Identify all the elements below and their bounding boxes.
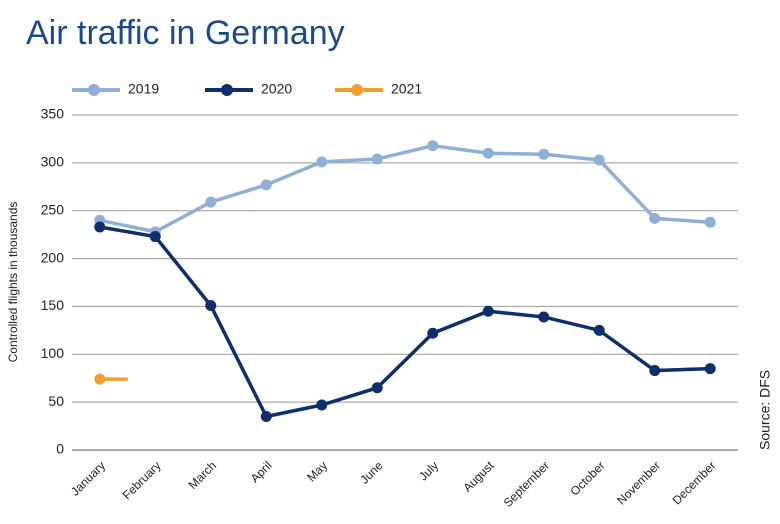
y-tick-label: 250 — [41, 201, 65, 217]
data-point — [538, 148, 550, 160]
x-tick-label: March — [186, 458, 219, 491]
x-tick-label: October — [568, 458, 608, 498]
x-tick-label: December — [670, 458, 719, 507]
legend-label: 2019 — [128, 81, 159, 97]
data-point — [649, 212, 661, 224]
series-line — [99, 143, 711, 234]
data-point — [371, 153, 383, 165]
y-tick-label: 200 — [41, 249, 65, 265]
data-point — [260, 411, 272, 422]
data-point — [316, 399, 328, 411]
legend-label: 2021 — [391, 81, 422, 97]
data-point — [593, 154, 605, 166]
data-point — [649, 365, 661, 377]
legend-item: 2020 — [205, 81, 292, 97]
data-point — [593, 324, 605, 336]
data-point — [427, 327, 439, 339]
chart-title: Air traffic in Germany — [26, 14, 345, 52]
data-point — [205, 196, 217, 208]
data-point — [149, 231, 161, 243]
legend-item: 2019 — [72, 81, 159, 97]
data-point — [427, 140, 439, 152]
x-tick-label: August — [460, 458, 497, 495]
x-tick-label: September — [501, 458, 552, 509]
x-tick-label: April — [248, 458, 275, 485]
x-tick-label: June — [357, 458, 386, 487]
y-tick-label: 350 — [41, 106, 65, 122]
data-point — [260, 179, 272, 191]
data-point — [316, 156, 328, 168]
legend-item: 2021 — [335, 81, 422, 97]
data-point — [371, 382, 383, 394]
x-tick-label: November — [614, 458, 663, 507]
y-tick-label: 300 — [41, 154, 65, 170]
legend-marker — [88, 84, 100, 96]
data-point — [94, 221, 106, 233]
data-point — [205, 299, 217, 311]
legend-label: 2020 — [261, 81, 292, 97]
data-point — [538, 311, 550, 323]
legend-marker — [351, 84, 363, 96]
y-axis-label: Controlled flights in thousands — [6, 202, 20, 363]
y-tick-label: 100 — [41, 345, 65, 361]
series-line — [99, 225, 711, 419]
legend-marker — [221, 84, 233, 96]
x-tick-label: July — [416, 458, 441, 483]
data-point — [704, 363, 716, 375]
x-tick-label: February — [120, 458, 164, 502]
source: Source: DFS — [757, 370, 773, 450]
y-tick-label: 0 — [56, 441, 64, 457]
x-tick-label: May — [304, 458, 330, 484]
y-tick-label: 150 — [41, 297, 65, 313]
data-point — [704, 216, 716, 228]
y-tick-label: 50 — [48, 393, 64, 409]
x-tick-label: January — [68, 458, 108, 498]
data-point — [482, 147, 494, 159]
data-point — [94, 373, 106, 385]
data-point — [482, 305, 494, 317]
